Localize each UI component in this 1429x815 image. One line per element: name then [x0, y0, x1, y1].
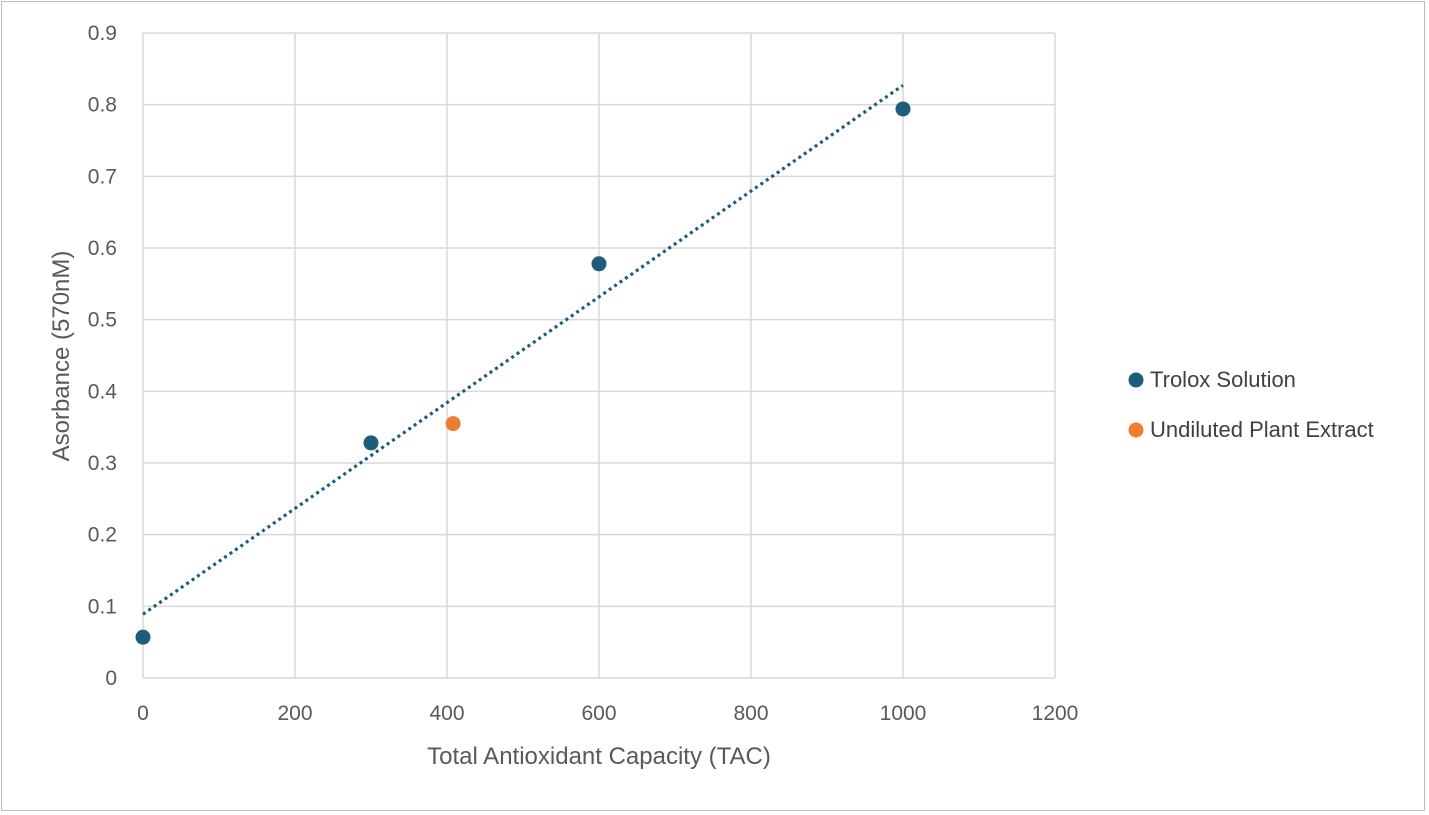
y-tick-label: 0.9 [88, 22, 117, 45]
legend-item-undiluted-plant-extract: Undiluted Plant Extract [1128, 417, 1374, 442]
data-point-trolox-solution [363, 435, 379, 451]
legend-marker-trolox-solution [1128, 372, 1144, 388]
legend-label-trolox-solution: Trolox Solution [1150, 367, 1296, 392]
x-tick-label: 600 [581, 702, 616, 725]
legend-item-trolox-solution: Trolox Solution [1128, 367, 1296, 392]
y-tick-label: 0.1 [88, 595, 117, 618]
y-axis-title: Asorbance (570nM) [48, 251, 75, 462]
y-tick-label: 0.3 [88, 452, 117, 475]
y-tick-label: 0.2 [88, 524, 117, 547]
y-tick-label: 0.5 [88, 309, 117, 332]
x-tick-label: 0 [137, 702, 149, 725]
x-tick-label: 1200 [1032, 702, 1079, 725]
trendline-layer [142, 84, 904, 616]
y-axis-ticks: 0 0.1 0.2 0.3 0.4 0.5 0.6 0.7 0.8 0.9 [88, 22, 118, 690]
trendline [142, 84, 904, 616]
x-tick-label: 400 [429, 702, 464, 725]
gridlines [142, 32, 1056, 679]
y-tick-label: 0.8 [88, 94, 117, 117]
y-tick-label: 0.4 [88, 380, 118, 403]
data-point-trolox-solution [591, 256, 607, 272]
x-tick-label: 800 [733, 702, 768, 725]
x-tick-label: 1000 [880, 702, 927, 725]
x-tick-label: 200 [277, 702, 312, 725]
y-tick-label: 0 [105, 667, 117, 690]
data-points [135, 101, 911, 645]
legend: Trolox Solution Undiluted Plant Extract [1128, 367, 1374, 442]
legend-marker-undiluted-plant-extract [1128, 422, 1144, 438]
data-point-undiluted-plant-extract [445, 416, 461, 432]
data-point-trolox-solution [895, 101, 911, 117]
x-axis-ticks: 0 200 400 600 800 1000 1200 [137, 702, 1078, 725]
y-tick-label: 0.6 [88, 237, 117, 260]
y-tick-label: 0.7 [88, 165, 117, 188]
legend-label-undiluted-plant-extract: Undiluted Plant Extract [1150, 417, 1374, 442]
data-point-trolox-solution [135, 629, 151, 645]
x-axis-title: Total Antioxidant Capacity (TAC) [427, 743, 771, 770]
